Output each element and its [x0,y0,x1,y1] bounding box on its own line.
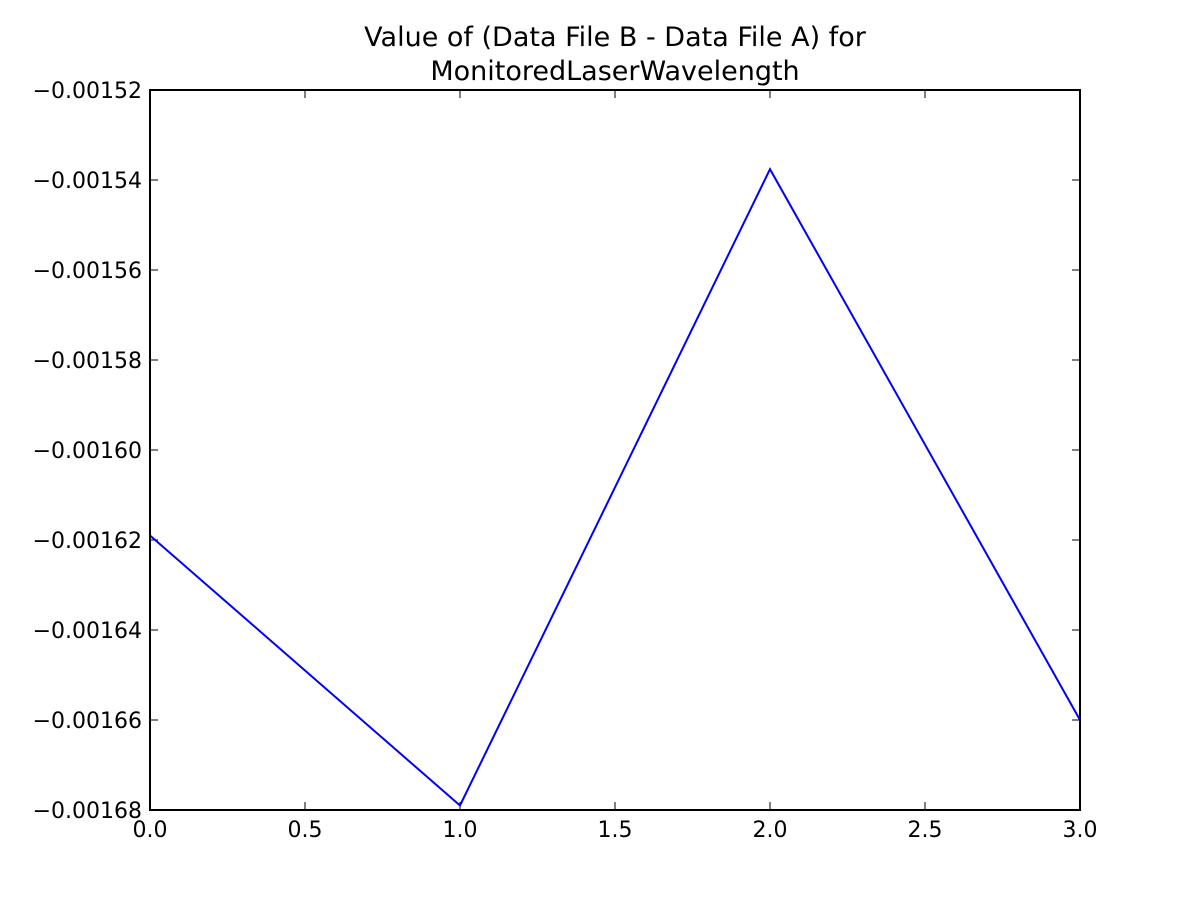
x-tick-label: 0.0 [133,818,168,843]
chart-title: Value of (Data File B - Data File A) for [364,22,867,53]
y-tick-label: −0.00160 [33,439,142,464]
x-tick-label: 2.0 [753,818,788,843]
y-tick-label: −0.00166 [33,709,142,734]
y-tick-label: −0.00156 [33,259,142,284]
x-tick-label: 1.5 [598,818,633,843]
y-tick-label: −0.00154 [33,169,142,194]
x-tick-label: 3.0 [1063,818,1098,843]
y-tick-label: −0.00162 [33,529,142,554]
x-tick-label: 0.5 [288,818,323,843]
chart-title: MonitoredLaserWavelength [430,56,799,87]
x-tick-label: 1.0 [443,818,478,843]
y-tick-label: −0.00168 [33,799,142,824]
y-tick-label: −0.00158 [33,349,142,374]
y-tick-label: −0.00164 [33,619,142,644]
y-tick-label: −0.00152 [33,79,142,104]
x-tick-label: 2.5 [908,818,943,843]
data-line [149,167,1081,808]
plot-frame [149,89,1081,811]
